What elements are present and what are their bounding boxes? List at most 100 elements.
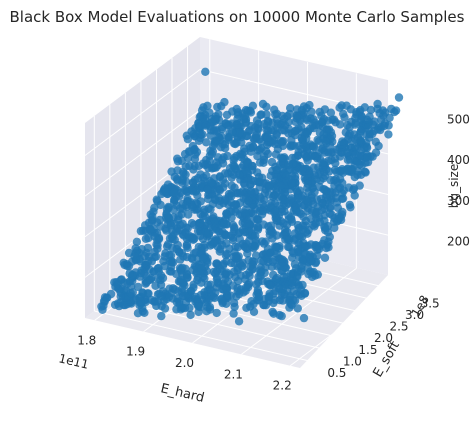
scatter-point bbox=[302, 153, 311, 162]
scatter-point bbox=[188, 187, 197, 196]
scatter-point bbox=[258, 206, 268, 216]
scatter-point bbox=[347, 136, 356, 146]
scatter-point bbox=[249, 143, 258, 152]
scatter-point bbox=[253, 215, 262, 224]
scatter-point bbox=[202, 307, 211, 316]
scatter-point bbox=[314, 136, 324, 146]
scatter-point bbox=[277, 311, 286, 321]
scatter-point bbox=[125, 269, 134, 278]
grid-z-left bbox=[84, 150, 201, 238]
scatter-point bbox=[293, 194, 303, 203]
scatter-point bbox=[229, 309, 238, 318]
y-tick-label: 0.5 bbox=[327, 366, 346, 380]
scatter-point bbox=[154, 263, 163, 273]
scatter-point bbox=[318, 117, 327, 127]
grid-x-floor bbox=[289, 279, 406, 367]
scatter-point bbox=[310, 187, 319, 197]
scatter-point bbox=[218, 175, 228, 184]
scatter-point bbox=[136, 268, 146, 278]
scatter-point bbox=[197, 278, 206, 287]
scatter-point bbox=[385, 113, 394, 123]
scatter-point bbox=[166, 251, 176, 260]
scatter-point bbox=[148, 215, 157, 225]
y-tick-label: 2.5 bbox=[389, 320, 408, 334]
scatter-point bbox=[235, 235, 244, 244]
scatter-point bbox=[287, 135, 296, 145]
grid-z-left bbox=[84, 69, 201, 156]
scatter-point bbox=[191, 150, 200, 159]
scatter-point bbox=[317, 144, 326, 154]
scatter-point bbox=[270, 206, 280, 215]
scatter-point bbox=[156, 292, 166, 301]
scatter-point bbox=[390, 107, 399, 117]
scatter-point bbox=[370, 126, 379, 136]
scatter-point bbox=[178, 167, 188, 177]
scatter-point bbox=[138, 289, 148, 298]
scatter-point bbox=[290, 127, 300, 136]
scatter-point bbox=[394, 93, 404, 102]
scatter-point bbox=[198, 234, 208, 244]
scatter-point bbox=[365, 133, 374, 142]
scatter-point bbox=[330, 223, 339, 233]
scatter-point bbox=[300, 288, 310, 298]
scatter-point bbox=[283, 242, 293, 252]
scatter-point bbox=[222, 209, 231, 219]
scatter-point bbox=[207, 287, 216, 296]
scatter-point bbox=[187, 127, 196, 136]
scatter-point bbox=[204, 163, 213, 173]
scatter-point bbox=[360, 103, 369, 112]
scatter-point bbox=[221, 119, 230, 128]
scatter-point bbox=[356, 135, 365, 145]
scatter-point bbox=[204, 204, 213, 213]
scatter-point bbox=[230, 153, 239, 163]
scatter-point bbox=[173, 157, 183, 166]
scatter-point bbox=[185, 161, 194, 171]
scatter-point bbox=[249, 257, 259, 267]
scatter-point bbox=[157, 301, 166, 311]
scatter-point bbox=[272, 273, 281, 283]
scatter-point bbox=[338, 137, 347, 146]
scatter-point bbox=[244, 196, 253, 206]
scatter-point bbox=[150, 203, 159, 212]
scatter-point bbox=[319, 130, 328, 139]
scatter-point bbox=[295, 141, 304, 151]
scatter-point bbox=[146, 275, 155, 284]
scatter-point bbox=[202, 138, 211, 147]
scatter-point bbox=[306, 256, 315, 266]
scatter-point bbox=[320, 236, 329, 245]
scatter-point bbox=[196, 290, 206, 300]
scatter-point bbox=[276, 153, 286, 162]
scatter-point bbox=[299, 255, 308, 265]
scatter-point bbox=[241, 209, 250, 218]
scatter-point bbox=[259, 300, 268, 310]
scatter-point bbox=[307, 107, 316, 117]
scatter-point bbox=[256, 272, 265, 281]
scatter-point bbox=[335, 166, 344, 176]
scatter-point bbox=[252, 133, 261, 143]
scatter-point bbox=[277, 258, 287, 267]
scatter-point bbox=[241, 243, 250, 252]
scatter-point bbox=[327, 210, 336, 219]
z-axis-label: bg_size bbox=[447, 164, 461, 209]
scatter-point bbox=[233, 266, 242, 275]
scatter-point bbox=[198, 130, 207, 139]
scatter-point bbox=[320, 253, 330, 262]
scatter-point bbox=[304, 269, 313, 279]
scatter-point bbox=[232, 251, 241, 261]
scatter-point bbox=[326, 108, 336, 117]
scatter-point bbox=[373, 104, 382, 114]
scatter-point bbox=[184, 210, 193, 219]
z-tick-label: 300 bbox=[447, 194, 470, 208]
scatter-point bbox=[182, 273, 192, 282]
scatter-point bbox=[315, 217, 324, 227]
scatter-point bbox=[174, 287, 183, 296]
scatter-point bbox=[272, 173, 282, 182]
scatter-point bbox=[248, 265, 257, 274]
scatter-point bbox=[336, 148, 346, 157]
scatter-point bbox=[166, 221, 176, 230]
scatter-point bbox=[143, 243, 153, 253]
scatter-point bbox=[248, 101, 258, 111]
x-tick-label: 2.1 bbox=[224, 367, 243, 381]
